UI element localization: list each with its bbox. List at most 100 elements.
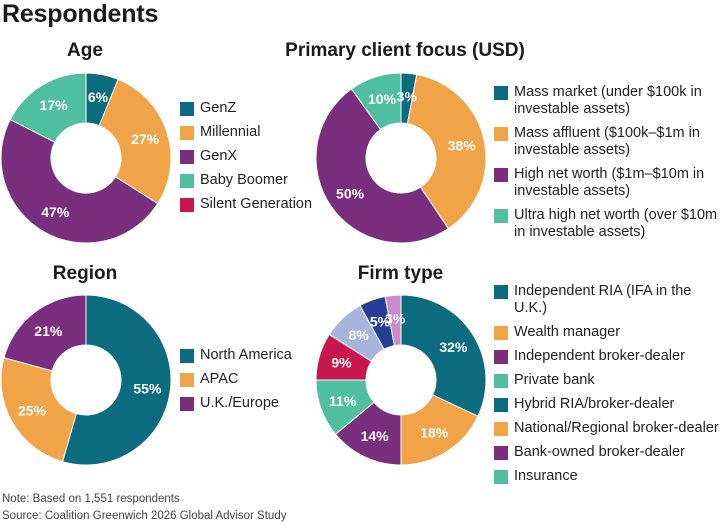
- legend-swatch: [494, 285, 508, 299]
- legend-swatch: [180, 198, 194, 212]
- data-label-millennial: 27%: [131, 131, 160, 147]
- slice-u-k-europe: [3, 294, 87, 372]
- legend-item-baby-boomer: Baby Boomer: [180, 172, 288, 189]
- legend-label: Independent broker-dealer: [514, 348, 685, 364]
- legend-swatch: [180, 174, 194, 188]
- legend-item-millennial: Millennial: [180, 124, 260, 141]
- legend-item-high-net-worth-1m-10m-in-investable-assets: High net worth ($1m–$10m in investable a…: [494, 166, 719, 200]
- legend-label: Independent RIA (IFA in the U.K.): [514, 283, 692, 316]
- chart-title-region: Region: [52, 263, 118, 284]
- legend-swatch: [494, 446, 508, 460]
- slice-mass-affluent-100k-1m-in-investable-assets: [406, 73, 487, 230]
- legend-item-north-america: North America: [180, 347, 292, 364]
- chart-title-age: Age: [67, 40, 103, 61]
- donut-firm-type: 32% 18% 14% 11% 9% 8%5%3%: [315, 294, 487, 466]
- footnote-note: Note: Based on 1,551 respondents: [2, 493, 180, 505]
- legend-swatch: [494, 350, 508, 364]
- legend-label: U.K./Europe: [200, 395, 279, 411]
- legend-label: North America: [200, 347, 292, 363]
- legend-label: Bank-owned broker-dealer: [514, 444, 685, 460]
- footnote-source: Source: Coalition Greenwich 2026 Global …: [2, 510, 287, 522]
- legend-label: GenX: [200, 148, 238, 164]
- legend-item-u-k-europe: U.K./Europe: [180, 395, 279, 412]
- legend-label: Millennial: [200, 124, 261, 140]
- legend-swatch: [180, 397, 194, 411]
- donut-client-focus: 3% 38% 50% 10%: [315, 72, 487, 244]
- legend-label: Silent Generation: [200, 196, 313, 212]
- legend-swatch: [494, 470, 508, 484]
- data-label-national-regional-broker-dealer: 8%: [348, 327, 369, 343]
- data-label-north-america: 55%: [133, 381, 162, 397]
- donut-age: 6% 27% 47% 17%: [0, 72, 172, 244]
- data-label-high-net-worth-1m-10m-in-investable-assets: 50%: [336, 185, 365, 201]
- slice-millennial: [98, 78, 172, 205]
- legend-item-independent-ria-ifa-in-the-u-k: Independent RIA (IFA in the U.K.): [494, 283, 719, 317]
- legend-swatch: [494, 326, 508, 340]
- legend-label: Baby Boomer: [200, 172, 288, 188]
- legend-item-hybrid-ria-broker-dealer: Hybrid RIA/broker-dealer: [494, 396, 674, 413]
- data-label-mass-affluent-100k-1m-in-investable-assets: 38%: [448, 138, 477, 154]
- data-label-apac: 25%: [18, 402, 47, 418]
- data-label-independent-broker-dealer: 14%: [361, 428, 390, 444]
- data-label-hybrid-ria-broker-dealer: 9%: [331, 355, 352, 371]
- legend-label: Mass affluent ($100k–$1m in investable a…: [514, 125, 700, 158]
- data-label-insurance: 3%: [385, 310, 406, 326]
- legend-swatch: [494, 127, 508, 141]
- legend-swatch: [180, 349, 194, 363]
- legend-swatch: [494, 398, 508, 412]
- legend-item-insurance: Insurance: [494, 468, 578, 485]
- legend-label: National/Regional broker-dealer: [514, 420, 719, 436]
- legend-item-genx: GenX: [180, 148, 237, 165]
- legend-swatch: [494, 422, 508, 436]
- legend-item-silent-generation: Silent Generation: [180, 196, 312, 213]
- legend-item-bank-owned-broker-dealer: Bank-owned broker-dealer: [494, 444, 685, 461]
- legend-swatch: [494, 374, 508, 388]
- legend-item-independent-broker-dealer: Independent broker-dealer: [494, 348, 685, 365]
- legend-swatch: [180, 150, 194, 164]
- legend-item-private-bank: Private bank: [494, 372, 595, 389]
- slice-apac: [0, 357, 77, 463]
- legend-swatch: [494, 168, 508, 182]
- chart-title-firm-type: Firm type: [357, 263, 444, 284]
- data-label-bank-owned-broker-dealer: 5%: [370, 314, 391, 330]
- legend-item-apac: APAC: [180, 371, 238, 388]
- legend-swatch: [494, 86, 508, 100]
- legend-swatch: [180, 373, 194, 387]
- legend-label: Mass market (under $100k in investable a…: [514, 84, 702, 117]
- legend-swatch: [180, 126, 194, 140]
- data-label-genz: 6%: [88, 89, 109, 105]
- legend-swatch: [180, 102, 194, 116]
- slice-high-net-worth-1m-10m-in-investable-assets: [315, 88, 450, 244]
- legend-label: Insurance: [514, 468, 578, 484]
- legend-item-genz: GenZ: [180, 100, 236, 117]
- slice-baby-boomer: [9, 72, 87, 143]
- donut-region: 55% 25% 21%: [0, 294, 172, 466]
- legend-label: APAC: [200, 371, 239, 387]
- chart-title-client-focus: Primary client focus (USD): [285, 40, 525, 61]
- slice-insurance: [384, 294, 402, 347]
- slice-ultra-high-net-worth-over-10m-in-investable-assets: [350, 72, 402, 131]
- data-label-wealth-manager: 18%: [420, 424, 449, 440]
- data-label-independent-ria-ifa-in-the-u-k: 32%: [439, 339, 468, 355]
- data-label-u-k-europe: 21%: [34, 323, 63, 339]
- legend-item-mass-market-under-100k-in-investable-assets: Mass market (under $100k in investable a…: [494, 84, 719, 118]
- legend-item-mass-affluent-100k-1m-in-investable-assets: Mass affluent ($100k–$1m in investable a…: [494, 125, 719, 159]
- data-label-baby-boomer: 17%: [40, 97, 69, 113]
- legend-label: High net worth ($1m–$10m in investable a…: [514, 166, 705, 199]
- data-label-private-bank: 11%: [329, 393, 357, 409]
- legend-label: Wealth manager: [514, 324, 621, 340]
- data-label-mass-market-under-100k-in-investable-assets: 3%: [397, 88, 418, 104]
- legend-label: Ultra high net worth (over $10m in inves…: [514, 207, 718, 240]
- legend-item-wealth-manager: Wealth manager: [494, 324, 620, 341]
- legend-label: Hybrid RIA/broker-dealer: [514, 396, 675, 412]
- legend-item-ultra-high-net-worth-over-10m-in-investable-assets: Ultra high net worth (over $10m in inves…: [494, 207, 719, 241]
- slice-north-america: [61, 294, 172, 466]
- slice-genx: [0, 118, 159, 244]
- page-title: Respondents: [2, 0, 159, 28]
- slice-independent-ria-ifa-in-the-u-k: [400, 294, 487, 417]
- legend-swatch: [494, 209, 508, 223]
- legend-label: Private bank: [514, 372, 595, 388]
- data-label-ultra-high-net-worth-over-10m-in-investable-assets: 10%: [368, 91, 397, 107]
- legend-label: GenZ: [200, 100, 237, 116]
- data-label-genx: 47%: [41, 204, 70, 220]
